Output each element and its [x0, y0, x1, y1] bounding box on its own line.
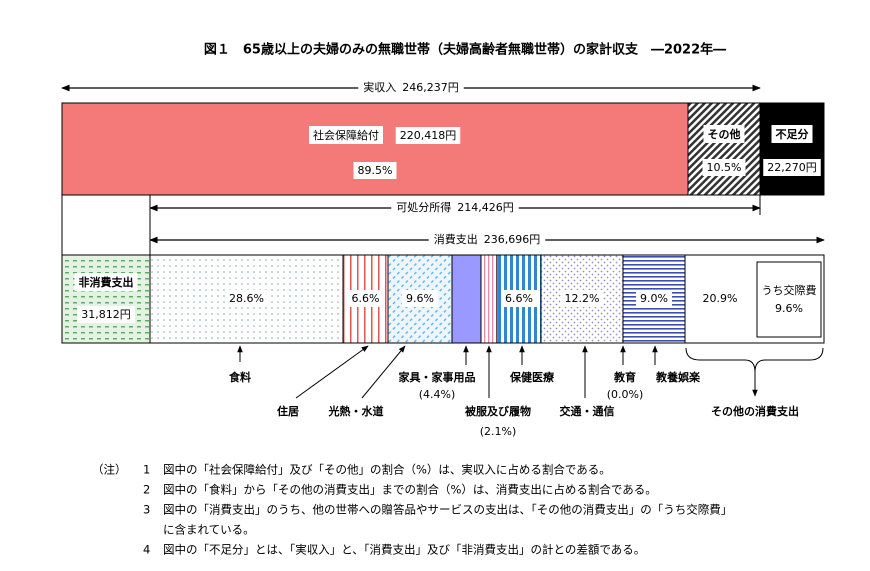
expenditure-share: 6.6% [505, 292, 533, 305]
expenditure-label: 住居 [277, 404, 299, 418]
non-consumption-value: 31,812円 [81, 308, 131, 321]
deficit-value-bg [763, 159, 821, 176]
deficit-label-bg [771, 125, 813, 143]
expenditure-share: 9.6% [406, 292, 434, 305]
expenditure-label: 被服及び履物 [465, 404, 531, 418]
arrow-label-bg [428, 231, 546, 247]
note-text: 図中の「社会保障給付」及び「その他」の割合（%）は、実収入に占める割合である。 [163, 463, 611, 477]
income-share: 89.5% [358, 164, 393, 177]
note-number: 3 [143, 503, 150, 517]
expenditure-share: (4.4%) [419, 388, 456, 401]
arrow-label: 実収入 [363, 80, 396, 94]
expenditure-share: (2.1%) [480, 425, 517, 438]
expenditure-share: 9.0% [640, 292, 668, 305]
income-other-label: その他 [708, 127, 741, 141]
expenditure-share-bg [402, 290, 438, 307]
note-marker: （注） [92, 463, 127, 477]
income-value-bg [395, 127, 461, 144]
arrow-label-bg [391, 200, 519, 215]
income-arrow-label: 実収入 246,237円 [363, 80, 459, 94]
arrow-value: 246,237円 [402, 81, 459, 94]
non-consumption-label-bg [74, 273, 138, 291]
non-consumption [61, 254, 151, 344]
expenditure-share: 12.2% [565, 292, 600, 305]
expenditure-share-bg [636, 290, 672, 307]
non-consumption-label: 非消費支出 [79, 275, 134, 289]
expenditure-label: 教養娯楽 [655, 370, 701, 384]
arrow-label-bg [358, 79, 464, 95]
deficit-value: 22,270円 [767, 161, 817, 174]
note-text: 図中の「消費支出」のうち、他の世帯への贈答品やサービスの支出は、「その他の消費支… [163, 503, 732, 517]
expenditure-label: その他の消費支出 [711, 404, 799, 418]
expenditure-share: 6.6% [352, 292, 380, 305]
expenditure-segment [451, 254, 482, 344]
arrow-label: 消費支出 [434, 232, 478, 246]
note-number: 1 [143, 463, 150, 477]
income-other-share: 10.5% [707, 161, 742, 174]
income-other-share-bg [702, 159, 746, 176]
arrow-value: 236,696円 [484, 233, 541, 246]
arrow-value: 214,426円 [457, 201, 514, 214]
expenditure-share: (0.0%) [607, 388, 644, 401]
sub-box [756, 261, 822, 338]
expenditure-share-bg [501, 290, 537, 307]
note-number: 2 [143, 483, 150, 497]
expenditure-share: 28.6% [229, 292, 264, 305]
expenditure-label: 教育 [613, 370, 636, 384]
income-other [687, 102, 761, 196]
expenditure-share-bg [225, 290, 268, 307]
income-social-security [61, 102, 689, 196]
expenditure-label: 光熱・水道 [328, 404, 384, 418]
income-value: 220,418円 [400, 129, 457, 142]
expenditure-label: 保健医療 [509, 370, 555, 384]
expenditure-share: 20.9% [703, 292, 738, 305]
pointer-arrow [361, 345, 406, 399]
non-consumption-value-bg [77, 306, 135, 323]
pointer-arrow [295, 345, 369, 399]
arrow-label: 可処分所得 [396, 201, 451, 214]
disposable-arrow-label: 可処分所得 214,426円 [396, 201, 514, 214]
brace [685, 347, 824, 373]
expenditure-label: 交通・通信 [560, 404, 615, 418]
expenditure-label: 家具・家事用品 [399, 370, 476, 384]
deficit [759, 102, 825, 196]
sub-label: うち交際費 [762, 283, 817, 297]
income-label: 社会保障給付 [313, 128, 379, 142]
note-number: 4 [143, 543, 150, 557]
title: 図１ 65歳以上の夫婦のみの無職世帯（夫婦高齢者無職世帯）の家計収支 ―2022… [204, 42, 726, 58]
sub-share: 9.6% [775, 302, 803, 315]
note-text: 図中の「不足分」とは、「実収入」と、「消費支出」及び「非消費支出」の計との差額で… [163, 543, 645, 557]
expenditure-label: 食料 [229, 370, 251, 384]
expenditure-share-bg [698, 290, 742, 307]
deficit-label: 不足分 [776, 127, 809, 141]
note-text: に含まれている。 [163, 523, 255, 537]
income-share-bg [353, 162, 397, 179]
expenditure-share-bg [347, 290, 384, 307]
income-other-label-bg [703, 125, 745, 143]
expenditure-share-bg [560, 290, 604, 307]
income-label-bg [309, 126, 383, 144]
note-text: 図中の「食料」から「その他の消費支出」までの割合（%）は、消費支出に占める割合で… [163, 483, 657, 497]
consumption-arrow-label: 消費支出 236,696円 [434, 232, 541, 246]
expenditure-segment [480, 254, 498, 344]
